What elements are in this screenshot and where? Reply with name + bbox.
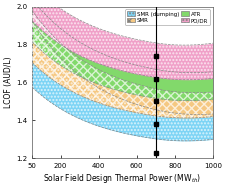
X-axis label: Solar Field Design Thermal Power (MW$_{th}$): Solar Field Design Thermal Power (MW$_{t… (43, 172, 201, 185)
Legend: SMR (dumping), SMR, ATR, PO/DR: SMR (dumping), SMR, ATR, PO/DR (125, 9, 209, 25)
Y-axis label: LCOF (AUD/L): LCOF (AUD/L) (4, 57, 13, 108)
